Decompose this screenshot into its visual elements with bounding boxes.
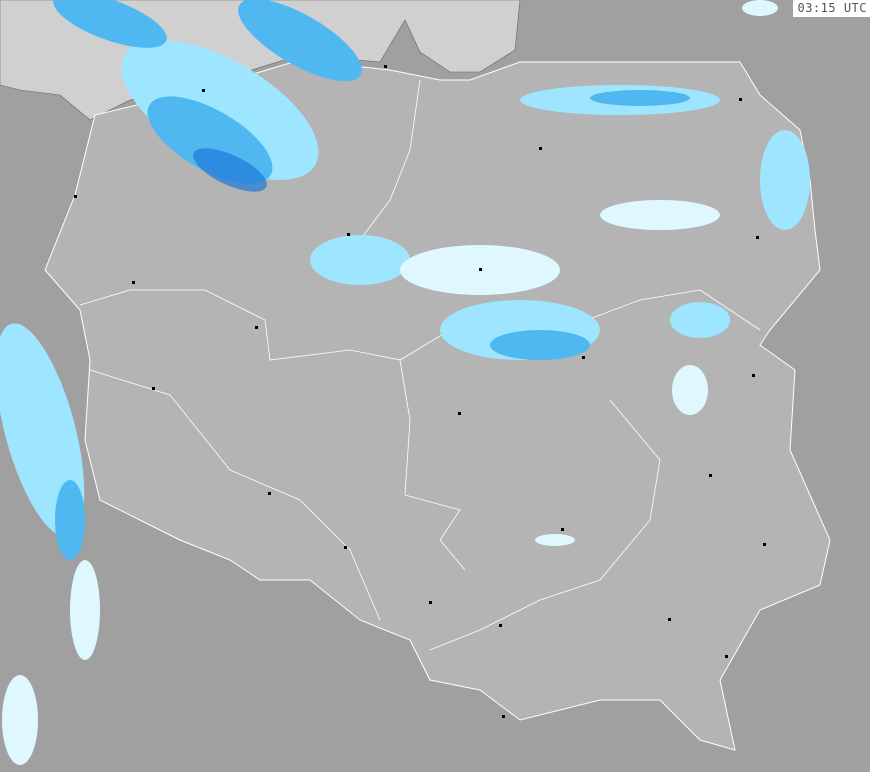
timestamp-label: 03:15 UTC xyxy=(793,0,870,17)
country-poland xyxy=(44,59,831,751)
city-markers xyxy=(74,65,766,718)
precipitation xyxy=(0,0,810,765)
